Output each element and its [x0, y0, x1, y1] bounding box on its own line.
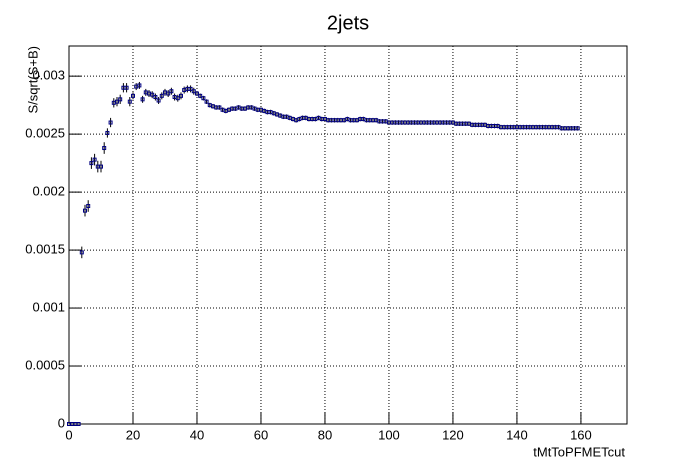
- data-point: [79, 250, 84, 255]
- x-tick-label: 40: [190, 427, 204, 442]
- data-point: [150, 92, 155, 97]
- data-point: [575, 126, 580, 131]
- data-point: [156, 98, 161, 103]
- data-point: [114, 99, 119, 104]
- y-tick-label: 0.002: [32, 184, 65, 199]
- x-tick-label: 0: [65, 427, 72, 442]
- chart-title: 2jets: [327, 12, 369, 34]
- data-point: [127, 99, 132, 104]
- y-tick-label: 0.0005: [25, 357, 65, 372]
- y-axis-label: S/sqrt(S+B): [25, 46, 40, 114]
- x-tick-label: 80: [318, 427, 332, 442]
- data-point: [217, 105, 222, 110]
- data-point: [153, 95, 158, 100]
- data-point: [108, 120, 113, 125]
- data-point: [191, 89, 196, 94]
- data-point: [198, 93, 203, 98]
- y-tick-label: 0.003: [32, 68, 65, 83]
- x-axis-label: tMtToPFMETcut: [533, 444, 625, 459]
- y-tick-label: 0: [58, 415, 65, 430]
- plot-frame: [68, 45, 628, 425]
- data-point: [98, 164, 103, 169]
- y-tick-label: 0.0025: [25, 126, 65, 141]
- data-point: [82, 208, 87, 213]
- x-tick-label: 140: [506, 427, 528, 442]
- x-tick-label: 60: [254, 427, 268, 442]
- data-point: [140, 97, 145, 102]
- data-point: [76, 422, 81, 426]
- y-tick-label: 0.0015: [25, 242, 65, 257]
- data-point: [137, 83, 142, 88]
- x-tick-label: 160: [570, 427, 592, 442]
- data-point: [105, 130, 110, 135]
- data-point: [169, 89, 174, 94]
- data-point: [86, 204, 91, 209]
- data-point: [92, 157, 97, 162]
- data-point: [124, 85, 129, 90]
- data-point: [89, 161, 94, 166]
- data-point: [118, 97, 123, 102]
- data-point: [102, 146, 107, 151]
- data-point: [188, 86, 193, 91]
- x-tick-label: 100: [378, 427, 400, 442]
- x-tick-label: 120: [442, 427, 464, 442]
- data-point: [194, 91, 199, 96]
- data-point: [166, 91, 171, 96]
- x-tick-label: 20: [126, 427, 140, 442]
- data-point: [130, 93, 135, 98]
- data-point: [178, 93, 183, 98]
- data-point: [175, 96, 180, 101]
- y-tick-label: 0.001: [32, 299, 65, 314]
- data-point: [204, 99, 209, 104]
- data-point: [201, 96, 206, 101]
- data-point: [159, 93, 164, 98]
